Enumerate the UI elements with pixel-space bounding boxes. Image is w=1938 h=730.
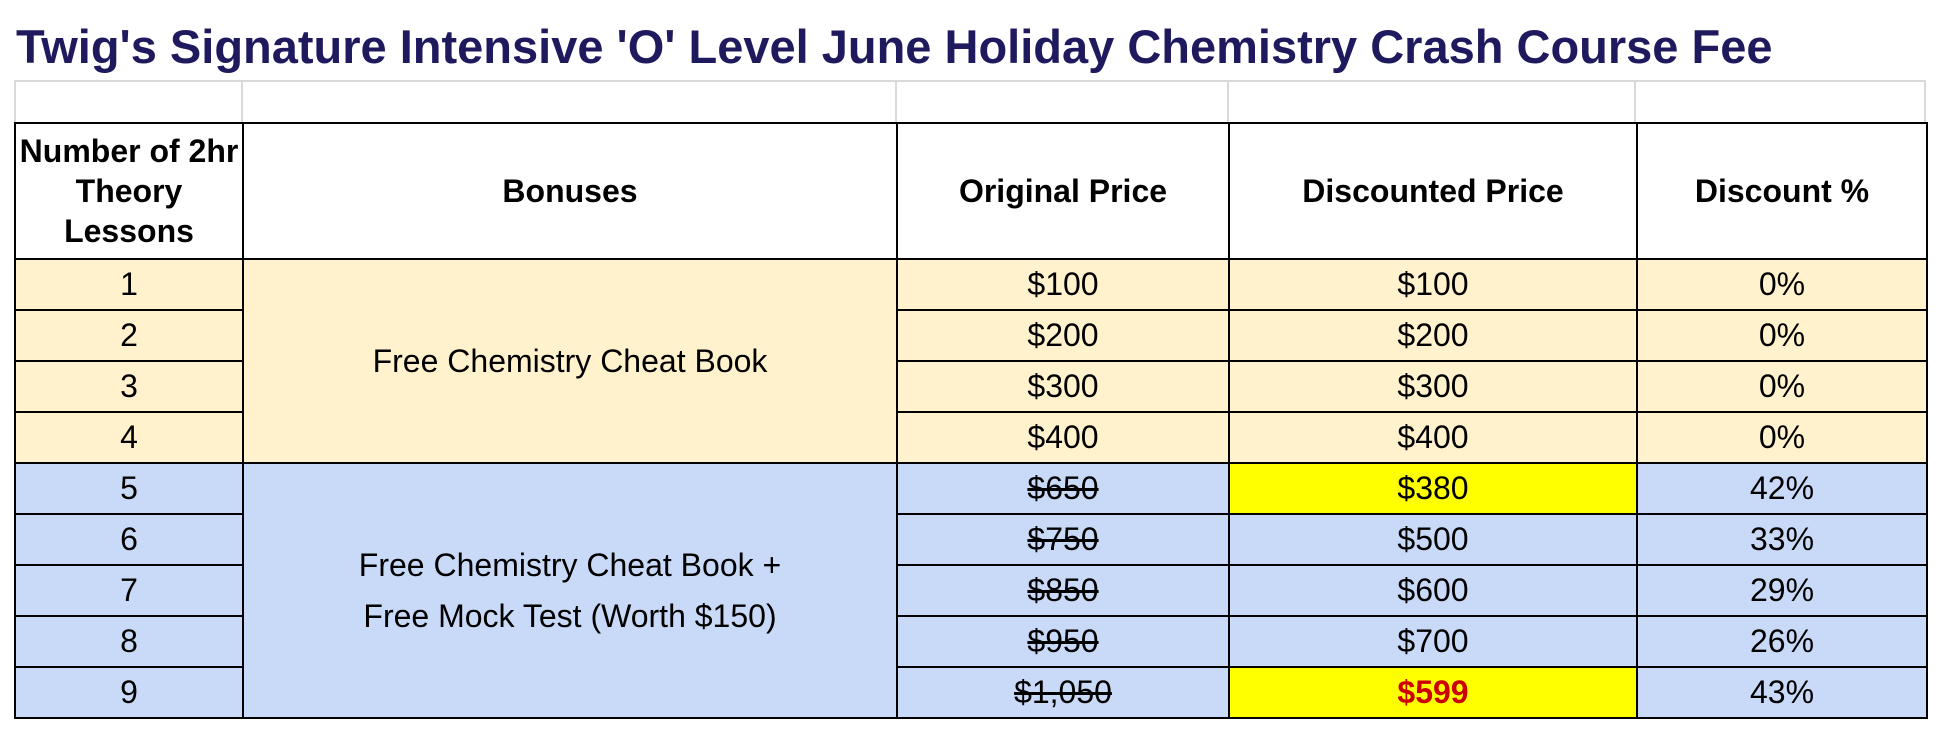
discounted-price-cell: $700: [1228, 615, 1638, 668]
bonus-tier2-line1: Free Chemistry Cheat Book +: [358, 546, 782, 583]
page-title: Twig's Signature Intensive 'O' Level Jun…: [16, 20, 1773, 73]
lessons-cell: 8: [14, 615, 244, 668]
original-price-cell: $100: [896, 258, 1230, 311]
discount-percent-cell: 0%: [1636, 258, 1928, 311]
bonus-cell-tier1: Free Chemistry Cheat Book: [242, 258, 898, 464]
original-price-cell: $750: [896, 513, 1230, 566]
header-bonuses: Bonuses: [242, 122, 898, 260]
gridline: [14, 80, 16, 124]
lessons-cell: 4: [14, 411, 244, 464]
discounted-price-cell-highlighted: $599: [1228, 666, 1638, 719]
gridline: [1924, 80, 1926, 124]
discounted-price-cell: $600: [1228, 564, 1638, 617]
gridline: [1634, 80, 1636, 124]
struck-price: $750: [1027, 521, 1099, 557]
discounted-price-cell: $500: [1228, 513, 1638, 566]
gridline: [895, 80, 897, 124]
bonus-tier2-line2: Free Mock Test (Worth $150): [363, 597, 777, 634]
discount-percent-cell: 42%: [1636, 462, 1928, 515]
discount-percent-cell: 0%: [1636, 411, 1928, 464]
table-row: 4 $400 $400 0%: [14, 411, 1928, 464]
lessons-cell: 7: [14, 564, 244, 617]
lessons-cell: 6: [14, 513, 244, 566]
header-row: Number of 2hr Theory Lessons Bonuses Ori…: [14, 122, 1928, 260]
discount-percent-cell: 33%: [1636, 513, 1928, 566]
discounted-price-cell-highlighted: $380: [1228, 462, 1638, 515]
discounted-price-cell: $200: [1228, 309, 1638, 362]
table-row: 1 Free Chemistry Cheat Book $100 $100 0%: [14, 258, 1928, 464]
gridline: [1227, 80, 1229, 124]
original-price-cell: $300: [896, 360, 1230, 413]
discounted-price-cell: $300: [1228, 360, 1638, 413]
table-row: 2 $200 $200 0%: [14, 309, 1928, 362]
original-price-cell: $950: [896, 615, 1230, 668]
original-price-cell: $650: [896, 462, 1230, 515]
gridline: [241, 80, 243, 124]
table-row: 8 $950 $700 26%: [14, 615, 1928, 668]
discounted-price-cell: $100: [1228, 258, 1638, 311]
struck-price: $650: [1027, 470, 1099, 506]
lessons-cell: 3: [14, 360, 244, 413]
header-discounted-price: Discounted Price: [1228, 122, 1638, 260]
discount-percent-cell: 43%: [1636, 666, 1928, 719]
bonus-cell-tier2: Free Chemistry Cheat Book + Free Mock Te…: [242, 462, 898, 719]
lessons-cell: 5: [14, 462, 244, 515]
original-price-cell: $850: [896, 564, 1230, 617]
header-discount-percent: Discount %: [1636, 122, 1928, 260]
table-row: 6 $750 $500 33%: [14, 513, 1928, 566]
table-row: 3 $300 $300 0%: [14, 360, 1928, 413]
table-row: 7 $850 $600 29%: [14, 564, 1928, 617]
fee-table: Number of 2hr Theory Lessons Bonuses Ori…: [14, 122, 1928, 719]
table-row: 9 $1,050 $599 43%: [14, 666, 1928, 719]
discount-percent-cell: 29%: [1636, 564, 1928, 617]
struck-price: $950: [1027, 623, 1099, 659]
lessons-cell: 1: [14, 258, 244, 311]
gridline: [14, 80, 1926, 82]
lessons-cell: 2: [14, 309, 244, 362]
discount-percent-cell: 26%: [1636, 615, 1928, 668]
discount-percent-cell: 0%: [1636, 360, 1928, 413]
original-price-cell: $200: [896, 309, 1230, 362]
struck-price: $1,050: [1014, 674, 1112, 710]
discounted-price-cell: $400: [1228, 411, 1638, 464]
header-original-price: Original Price: [896, 122, 1230, 260]
lessons-cell: 9: [14, 666, 244, 719]
discount-percent-cell: 0%: [1636, 309, 1928, 362]
table-row: 5 Free Chemistry Cheat Book + Free Mock …: [14, 462, 1928, 719]
header-lessons: Number of 2hr Theory Lessons: [14, 122, 244, 260]
struck-price: $850: [1027, 572, 1099, 608]
original-price-cell: $400: [896, 411, 1230, 464]
original-price-cell: $1,050: [896, 666, 1230, 719]
